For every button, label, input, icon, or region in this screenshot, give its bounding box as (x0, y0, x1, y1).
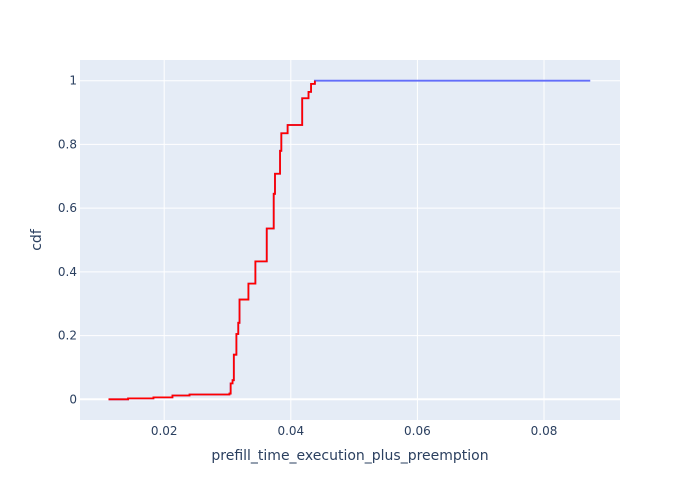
series-line-2 (108, 80, 316, 401)
x-tick-label: 0.08 (531, 424, 558, 438)
x-tick-label: 0.04 (277, 424, 304, 438)
series-lines (108, 79, 591, 401)
x-axis-title: prefill_time_execution_plus_preemption (211, 448, 488, 464)
y-tick-label: 0.4 (58, 265, 77, 279)
y-tick-label: 0.2 (58, 329, 77, 343)
y-tick-label: 0.8 (58, 137, 77, 151)
x-tick-label: 0.02 (151, 424, 178, 438)
y-tick-label: 1 (69, 74, 77, 88)
y-tick-label: 0 (69, 392, 77, 406)
y-tick-label: 0.6 (58, 201, 77, 215)
tick-labels: 0.02 0.04 0.06 0.08 0 0.2 0.4 0.6 0.8 1 (58, 74, 557, 438)
x-tick-label: 0.06 (404, 424, 431, 438)
y-axis-title: cdf (29, 228, 45, 251)
plot-background (80, 60, 620, 420)
